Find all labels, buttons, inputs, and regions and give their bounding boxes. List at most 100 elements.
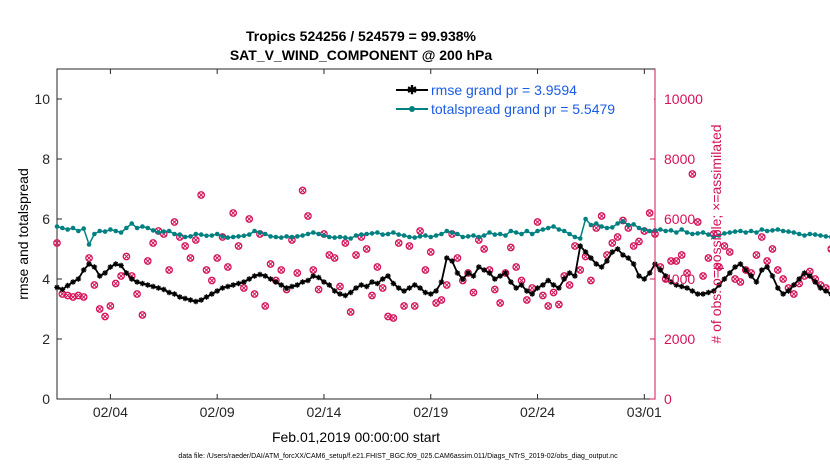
rmse-point xyxy=(203,294,210,300)
rmse-point xyxy=(198,297,204,303)
rmse-point xyxy=(780,291,786,297)
rmse-point xyxy=(353,285,359,291)
rmse-point xyxy=(171,291,178,297)
rmse-point xyxy=(262,273,269,279)
obs-count-point xyxy=(437,296,446,304)
totalspread-point xyxy=(439,231,444,237)
obs-count-point xyxy=(549,288,558,297)
totalspread-point xyxy=(188,234,193,239)
rmse-point xyxy=(315,274,322,281)
rmse-point xyxy=(684,285,690,291)
y2-axis-label: # of obs: o=possible; ×=assimilated xyxy=(708,124,724,343)
rmse-point xyxy=(401,288,407,294)
totalspread-point xyxy=(732,229,738,234)
totalspread-point xyxy=(268,234,273,239)
obs-count-point xyxy=(480,245,488,253)
rmse-point xyxy=(502,270,509,276)
totalspread-point xyxy=(551,224,556,229)
totalspread-point xyxy=(257,230,263,235)
rmse-point xyxy=(625,255,632,261)
y-tick-label: 8 xyxy=(42,151,50,167)
totalspread-point xyxy=(658,227,663,232)
obs-count-point xyxy=(789,290,798,298)
totalspread-point xyxy=(129,221,135,226)
rmse-point xyxy=(166,289,172,296)
obs-count-point xyxy=(704,254,713,262)
totalspread-point xyxy=(241,233,247,239)
x-tick-label: 02/04 xyxy=(93,404,128,420)
obs-count-point xyxy=(587,276,595,285)
rmse-point xyxy=(283,285,290,291)
totalspread-point xyxy=(124,225,129,231)
totalspread-point xyxy=(70,225,76,231)
obs-count-point xyxy=(346,308,355,316)
totalspread-point xyxy=(278,235,284,240)
rmse-point xyxy=(395,285,402,291)
totalspread-point xyxy=(727,230,733,235)
obs-count-point xyxy=(597,212,606,220)
obs-count-point xyxy=(688,170,697,178)
totalspread-point xyxy=(230,234,236,240)
totalspread-point xyxy=(754,230,759,235)
axis-layer: 0 2 4 6 8 10 0 2000 4000 6000 8000 10000 02/04 02/09 0… xyxy=(34,69,703,420)
obs-count-point xyxy=(330,254,339,262)
rmse-point xyxy=(235,280,242,287)
rmse-point xyxy=(721,276,728,282)
obs-count-point xyxy=(608,239,617,247)
rmse-point xyxy=(219,285,226,291)
totalspread-point xyxy=(567,231,572,237)
obs-count-point xyxy=(389,314,398,322)
rmse-point xyxy=(160,286,167,293)
totalspread-point xyxy=(198,232,204,237)
obs-count-point xyxy=(490,285,499,294)
rmse-point xyxy=(545,277,552,284)
rmse-point xyxy=(193,298,199,305)
totalspread-point xyxy=(81,226,86,231)
rmse-point xyxy=(775,285,781,291)
obs-count-point xyxy=(368,291,376,300)
rmse-point xyxy=(443,255,450,261)
rmse-point xyxy=(673,282,680,288)
rmse-point xyxy=(64,282,71,289)
totalspread-point xyxy=(759,227,765,232)
totalspread-point xyxy=(609,225,615,230)
obs-count-point xyxy=(757,233,766,241)
rmse-point xyxy=(630,261,637,267)
rmse-point xyxy=(556,285,562,291)
rmse-point xyxy=(54,284,60,291)
obs-count-point xyxy=(90,281,99,289)
totalspread-point xyxy=(593,221,599,226)
totalspread-point xyxy=(60,225,65,231)
obs-count-point xyxy=(309,266,318,274)
rmse-series xyxy=(54,243,830,305)
totalspread-point xyxy=(812,232,818,237)
obs-count-point xyxy=(576,266,585,274)
rmse-point xyxy=(273,279,279,285)
totalspread-point xyxy=(818,233,823,238)
totalspread-point xyxy=(92,231,97,237)
rmse-point xyxy=(476,264,482,270)
totalspread-point xyxy=(722,231,727,236)
totalspread-series xyxy=(54,216,830,247)
totalspread-point xyxy=(220,234,225,239)
obs-count-point xyxy=(555,300,563,309)
obs-count-point xyxy=(213,254,222,262)
obs-count-point xyxy=(191,236,200,244)
totalspread-point xyxy=(748,228,754,234)
rmse-point xyxy=(561,276,568,282)
totalspread-point xyxy=(385,231,391,237)
totalspread-point xyxy=(316,231,321,237)
totalspread-point xyxy=(577,236,583,241)
rmse-point xyxy=(155,285,162,291)
totalspread-point xyxy=(807,231,813,237)
rmse-point xyxy=(321,279,327,285)
totalspread-point xyxy=(706,232,711,237)
totalspread-point xyxy=(236,234,241,239)
totalspread-point xyxy=(690,231,695,237)
rmse-point xyxy=(657,267,664,273)
y-tick-label: 4 xyxy=(42,271,50,287)
totalspread-point xyxy=(743,230,749,235)
totalspread-point xyxy=(631,222,636,227)
totalspread-point xyxy=(76,228,81,234)
obs-count-point xyxy=(133,290,141,298)
